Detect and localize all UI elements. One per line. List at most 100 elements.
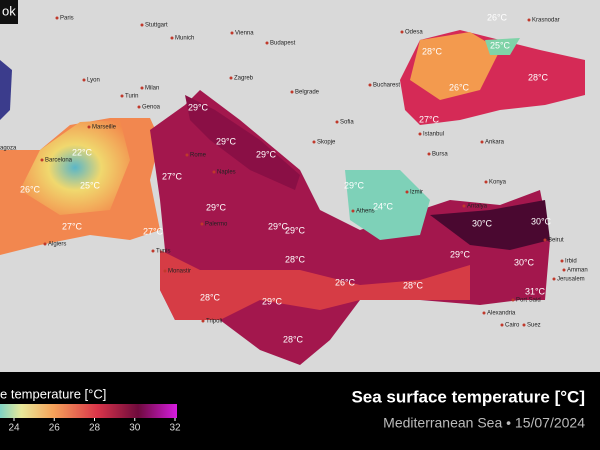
city-label: Alexandria bbox=[487, 311, 516, 317]
city-label: Palermo bbox=[205, 222, 228, 228]
city-label: Krasnodar bbox=[532, 18, 560, 24]
city-label: Lyon bbox=[87, 78, 100, 84]
city-label: Izmir bbox=[410, 190, 423, 196]
city-label: Tunis bbox=[156, 249, 170, 255]
corner-label: ok bbox=[2, 3, 16, 18]
city-label: Ankara bbox=[485, 140, 505, 146]
city-dot bbox=[368, 83, 372, 87]
city-label: Naples bbox=[217, 170, 236, 176]
city-dot bbox=[562, 268, 566, 272]
city-dot bbox=[522, 323, 526, 327]
city-label: Sofia bbox=[340, 120, 354, 126]
legend-title: e temperature [°C] bbox=[0, 386, 106, 401]
city-label: Odesa bbox=[405, 30, 423, 36]
atlantic bbox=[0, 60, 12, 120]
city-dot bbox=[335, 120, 339, 124]
city-label: Genoa bbox=[142, 105, 161, 111]
city-dot bbox=[87, 125, 91, 129]
city-dot bbox=[290, 90, 294, 94]
city-label: Cairo bbox=[505, 323, 520, 329]
temperature-label: 26°C bbox=[449, 82, 470, 92]
city-dot bbox=[43, 242, 47, 246]
city-label: Munich bbox=[175, 36, 194, 42]
city-label: Beirut bbox=[548, 238, 564, 244]
temperature-label: 27°C bbox=[162, 171, 183, 181]
city-label: Algiers bbox=[48, 242, 66, 248]
city-dot bbox=[560, 259, 564, 263]
city-label: Amman bbox=[567, 268, 588, 274]
city-label: Marseille bbox=[92, 125, 117, 131]
temperature-label: 29°C bbox=[206, 202, 227, 212]
footer-title: Sea surface temperature [°C] bbox=[351, 387, 585, 406]
city-label: Irbid bbox=[565, 259, 577, 265]
temperature-label: 26°C bbox=[335, 277, 356, 287]
temperature-label: 29°C bbox=[285, 225, 306, 235]
legend-tick-label: 30 bbox=[129, 423, 141, 434]
city-label: Budapest bbox=[270, 41, 296, 47]
city-label: Tripoli bbox=[206, 319, 222, 325]
temperature-label: 28°C bbox=[422, 46, 443, 56]
city-label: Rome bbox=[190, 153, 207, 159]
temperature-label: 24°C bbox=[373, 201, 394, 211]
city-dot bbox=[163, 269, 167, 273]
city-label: Port Said bbox=[516, 298, 541, 304]
city-dot bbox=[527, 18, 531, 22]
city-label: Paris bbox=[60, 16, 74, 22]
city-dot bbox=[230, 31, 234, 35]
temperature-label: 25°C bbox=[80, 180, 101, 190]
legend-tick-label: 26 bbox=[49, 423, 61, 434]
city-label: Barcelona bbox=[45, 158, 73, 164]
temperature-label: 28°C bbox=[283, 334, 304, 344]
city-dot bbox=[170, 36, 174, 40]
sea bbox=[0, 30, 585, 365]
temperature-label: 30°C bbox=[514, 257, 535, 267]
city-label: Bucharest bbox=[373, 83, 400, 89]
city-label: Monastir bbox=[168, 269, 191, 275]
city-label: Vienna bbox=[235, 31, 254, 37]
city-label: Skopje bbox=[317, 140, 336, 146]
city-label: Konya bbox=[489, 180, 507, 186]
city-dot bbox=[229, 76, 233, 80]
temperature-label: 29°C bbox=[216, 136, 237, 146]
temperature-label: 25°C bbox=[490, 40, 511, 50]
legend-tick-label: 28 bbox=[89, 423, 101, 434]
city-dot bbox=[55, 16, 59, 20]
city-dot bbox=[418, 132, 422, 136]
city-dot bbox=[200, 222, 204, 226]
city-label: Zagreb bbox=[234, 76, 254, 82]
city-dot bbox=[400, 30, 404, 34]
city-label: Bursa bbox=[432, 152, 448, 158]
city-label: Suez bbox=[527, 323, 541, 329]
corner-box bbox=[0, 0, 18, 24]
temperature-label: 26°C bbox=[487, 12, 508, 22]
temperature-label: 28°C bbox=[285, 254, 306, 264]
city-dot bbox=[201, 319, 205, 323]
city-dot bbox=[185, 153, 189, 157]
city-dot bbox=[511, 298, 515, 302]
city-dot bbox=[140, 86, 144, 90]
footer-subtitle: Mediterranean Sea • 15/07/2024 bbox=[383, 415, 585, 431]
city-label: Turin bbox=[125, 94, 138, 100]
city-dot bbox=[82, 78, 86, 82]
city-dot bbox=[462, 204, 466, 208]
city-label: agoza bbox=[0, 146, 17, 152]
temperature-label: 28°C bbox=[200, 292, 221, 302]
city-dot bbox=[480, 140, 484, 144]
temperature-label: 27°C bbox=[419, 114, 440, 124]
temperature-label: 29°C bbox=[450, 249, 471, 259]
temperature-label: 28°C bbox=[403, 280, 424, 290]
city-label: Stuttgart bbox=[145, 23, 168, 29]
temperature-label: 27°C bbox=[143, 226, 164, 236]
city-dot bbox=[212, 170, 216, 174]
city-dot bbox=[500, 323, 504, 327]
temperature-label: 27°C bbox=[62, 221, 83, 231]
legend-tick-label: 24 bbox=[8, 423, 20, 434]
city-dot bbox=[482, 311, 486, 315]
temperature-label: 29°C bbox=[188, 102, 209, 112]
city-label: Istanbul bbox=[423, 132, 444, 138]
city-label: Milan bbox=[145, 86, 159, 92]
city-label: Antalya bbox=[467, 204, 488, 210]
colorbar bbox=[0, 404, 177, 418]
city-dot bbox=[265, 41, 269, 45]
